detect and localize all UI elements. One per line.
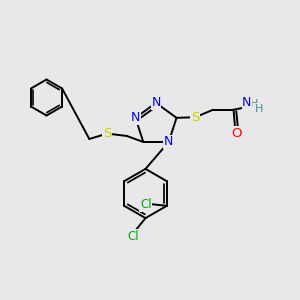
Text: N: N xyxy=(131,111,140,124)
Text: Cl: Cl xyxy=(140,198,152,211)
Text: S: S xyxy=(103,127,112,140)
Text: N: N xyxy=(151,96,161,110)
Text: N: N xyxy=(242,96,251,109)
Text: N: N xyxy=(164,136,173,148)
Text: S: S xyxy=(191,111,199,124)
Text: H: H xyxy=(255,104,263,114)
Text: Cl: Cl xyxy=(128,230,139,243)
Text: H: H xyxy=(250,99,258,109)
Text: O: O xyxy=(231,127,242,140)
